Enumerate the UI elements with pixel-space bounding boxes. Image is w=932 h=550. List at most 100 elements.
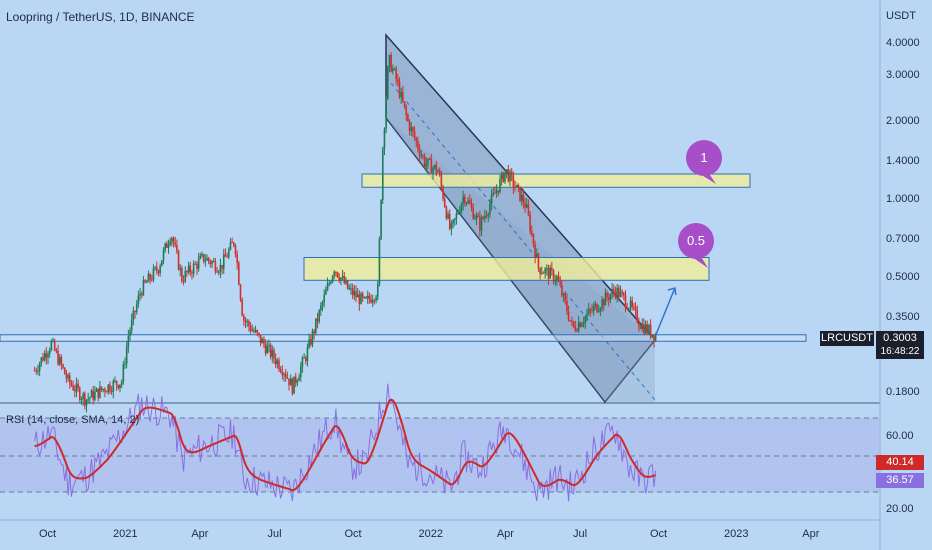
time-tick-label: 2021 bbox=[113, 528, 138, 540]
candle-body bbox=[612, 289, 615, 292]
candle-body bbox=[202, 253, 205, 262]
candle-body bbox=[224, 254, 227, 257]
candle-body bbox=[187, 265, 190, 273]
candle-body bbox=[576, 330, 578, 332]
time-tick-label: Oct bbox=[344, 528, 362, 540]
candle-body bbox=[174, 243, 177, 245]
candle-body bbox=[535, 253, 538, 258]
candle-body bbox=[387, 66, 389, 99]
rsi-band bbox=[0, 418, 880, 492]
candle-body bbox=[241, 299, 243, 316]
candle-body bbox=[472, 207, 474, 219]
candle-body bbox=[284, 373, 287, 378]
candle-body bbox=[79, 388, 81, 400]
candle-body bbox=[85, 399, 88, 406]
candle-body bbox=[410, 127, 413, 131]
candle-body bbox=[490, 194, 493, 205]
candle-body bbox=[480, 217, 483, 231]
candle-body bbox=[654, 335, 657, 341]
candle-body bbox=[529, 214, 531, 232]
candle-body bbox=[132, 310, 135, 320]
candle-body bbox=[48, 350, 51, 354]
candle-body bbox=[298, 377, 300, 381]
candle-body bbox=[609, 294, 612, 300]
candle-body bbox=[263, 339, 265, 345]
candle-body bbox=[147, 274, 150, 282]
candle-body bbox=[99, 386, 101, 398]
candle-body bbox=[522, 194, 525, 204]
candle-body bbox=[207, 257, 210, 261]
candle-body bbox=[331, 275, 334, 283]
candle-body bbox=[125, 346, 128, 364]
candle-body bbox=[45, 353, 48, 358]
candle-body bbox=[530, 231, 533, 234]
candle-body bbox=[89, 397, 91, 399]
candle-body bbox=[243, 315, 245, 321]
candle-body bbox=[499, 179, 501, 193]
candle-body bbox=[154, 267, 156, 269]
candle-body bbox=[594, 303, 597, 307]
candle-body bbox=[323, 294, 325, 303]
candle-body bbox=[253, 330, 255, 332]
candle-body bbox=[551, 267, 553, 271]
candle-body bbox=[477, 215, 479, 217]
candle-body bbox=[50, 340, 53, 351]
candle-body bbox=[438, 170, 441, 176]
projection-arrow bbox=[654, 287, 676, 336]
candle-body bbox=[130, 319, 133, 331]
candle-body bbox=[304, 357, 307, 362]
candle-body bbox=[77, 383, 79, 389]
candle-body bbox=[407, 114, 409, 122]
candle-body bbox=[325, 290, 327, 295]
candle-body bbox=[497, 190, 500, 193]
candle-body bbox=[368, 295, 371, 300]
candle-body bbox=[40, 357, 43, 364]
candle-body bbox=[97, 388, 100, 398]
candle-body bbox=[92, 390, 94, 400]
candle-body bbox=[643, 323, 645, 334]
candle-body bbox=[494, 192, 496, 194]
candle-body bbox=[135, 304, 138, 312]
candle-body bbox=[189, 265, 192, 273]
candle-body bbox=[366, 295, 369, 299]
candle-body bbox=[306, 347, 309, 362]
candle-body bbox=[231, 242, 233, 244]
candle-body bbox=[437, 170, 439, 173]
candle-body bbox=[356, 294, 359, 298]
candle-body bbox=[204, 260, 207, 262]
candle-body bbox=[38, 363, 41, 371]
candle-body bbox=[286, 377, 289, 379]
candle-body bbox=[581, 324, 583, 327]
candle-body bbox=[58, 357, 61, 365]
candle-body bbox=[432, 167, 434, 174]
candle-body bbox=[117, 384, 120, 389]
candle-body bbox=[169, 241, 171, 245]
candle-body bbox=[184, 271, 187, 282]
candle-body bbox=[442, 186, 444, 199]
candle-body bbox=[179, 268, 182, 270]
candle-body bbox=[201, 253, 203, 256]
candle-body bbox=[388, 54, 391, 67]
time-tick-label: Oct bbox=[649, 528, 668, 540]
candle-body bbox=[288, 378, 290, 386]
candle-body bbox=[435, 164, 438, 173]
candle-body bbox=[181, 268, 183, 282]
candle-body bbox=[157, 270, 160, 274]
candle-body bbox=[415, 137, 418, 142]
candle-body bbox=[408, 121, 411, 131]
candle-body bbox=[336, 272, 339, 278]
candle-body bbox=[567, 311, 570, 321]
candle-body bbox=[266, 346, 269, 354]
candle-body bbox=[509, 171, 511, 182]
candle-body bbox=[448, 213, 451, 229]
candle-body bbox=[638, 322, 640, 327]
candle-body bbox=[447, 213, 449, 219]
candle-body bbox=[333, 271, 336, 276]
zone-rect bbox=[303, 257, 710, 281]
candle-body bbox=[584, 316, 587, 323]
candle-body bbox=[199, 255, 202, 259]
arrow-head-icon bbox=[667, 287, 677, 296]
candle-body bbox=[395, 68, 397, 80]
candle-body bbox=[601, 299, 603, 309]
